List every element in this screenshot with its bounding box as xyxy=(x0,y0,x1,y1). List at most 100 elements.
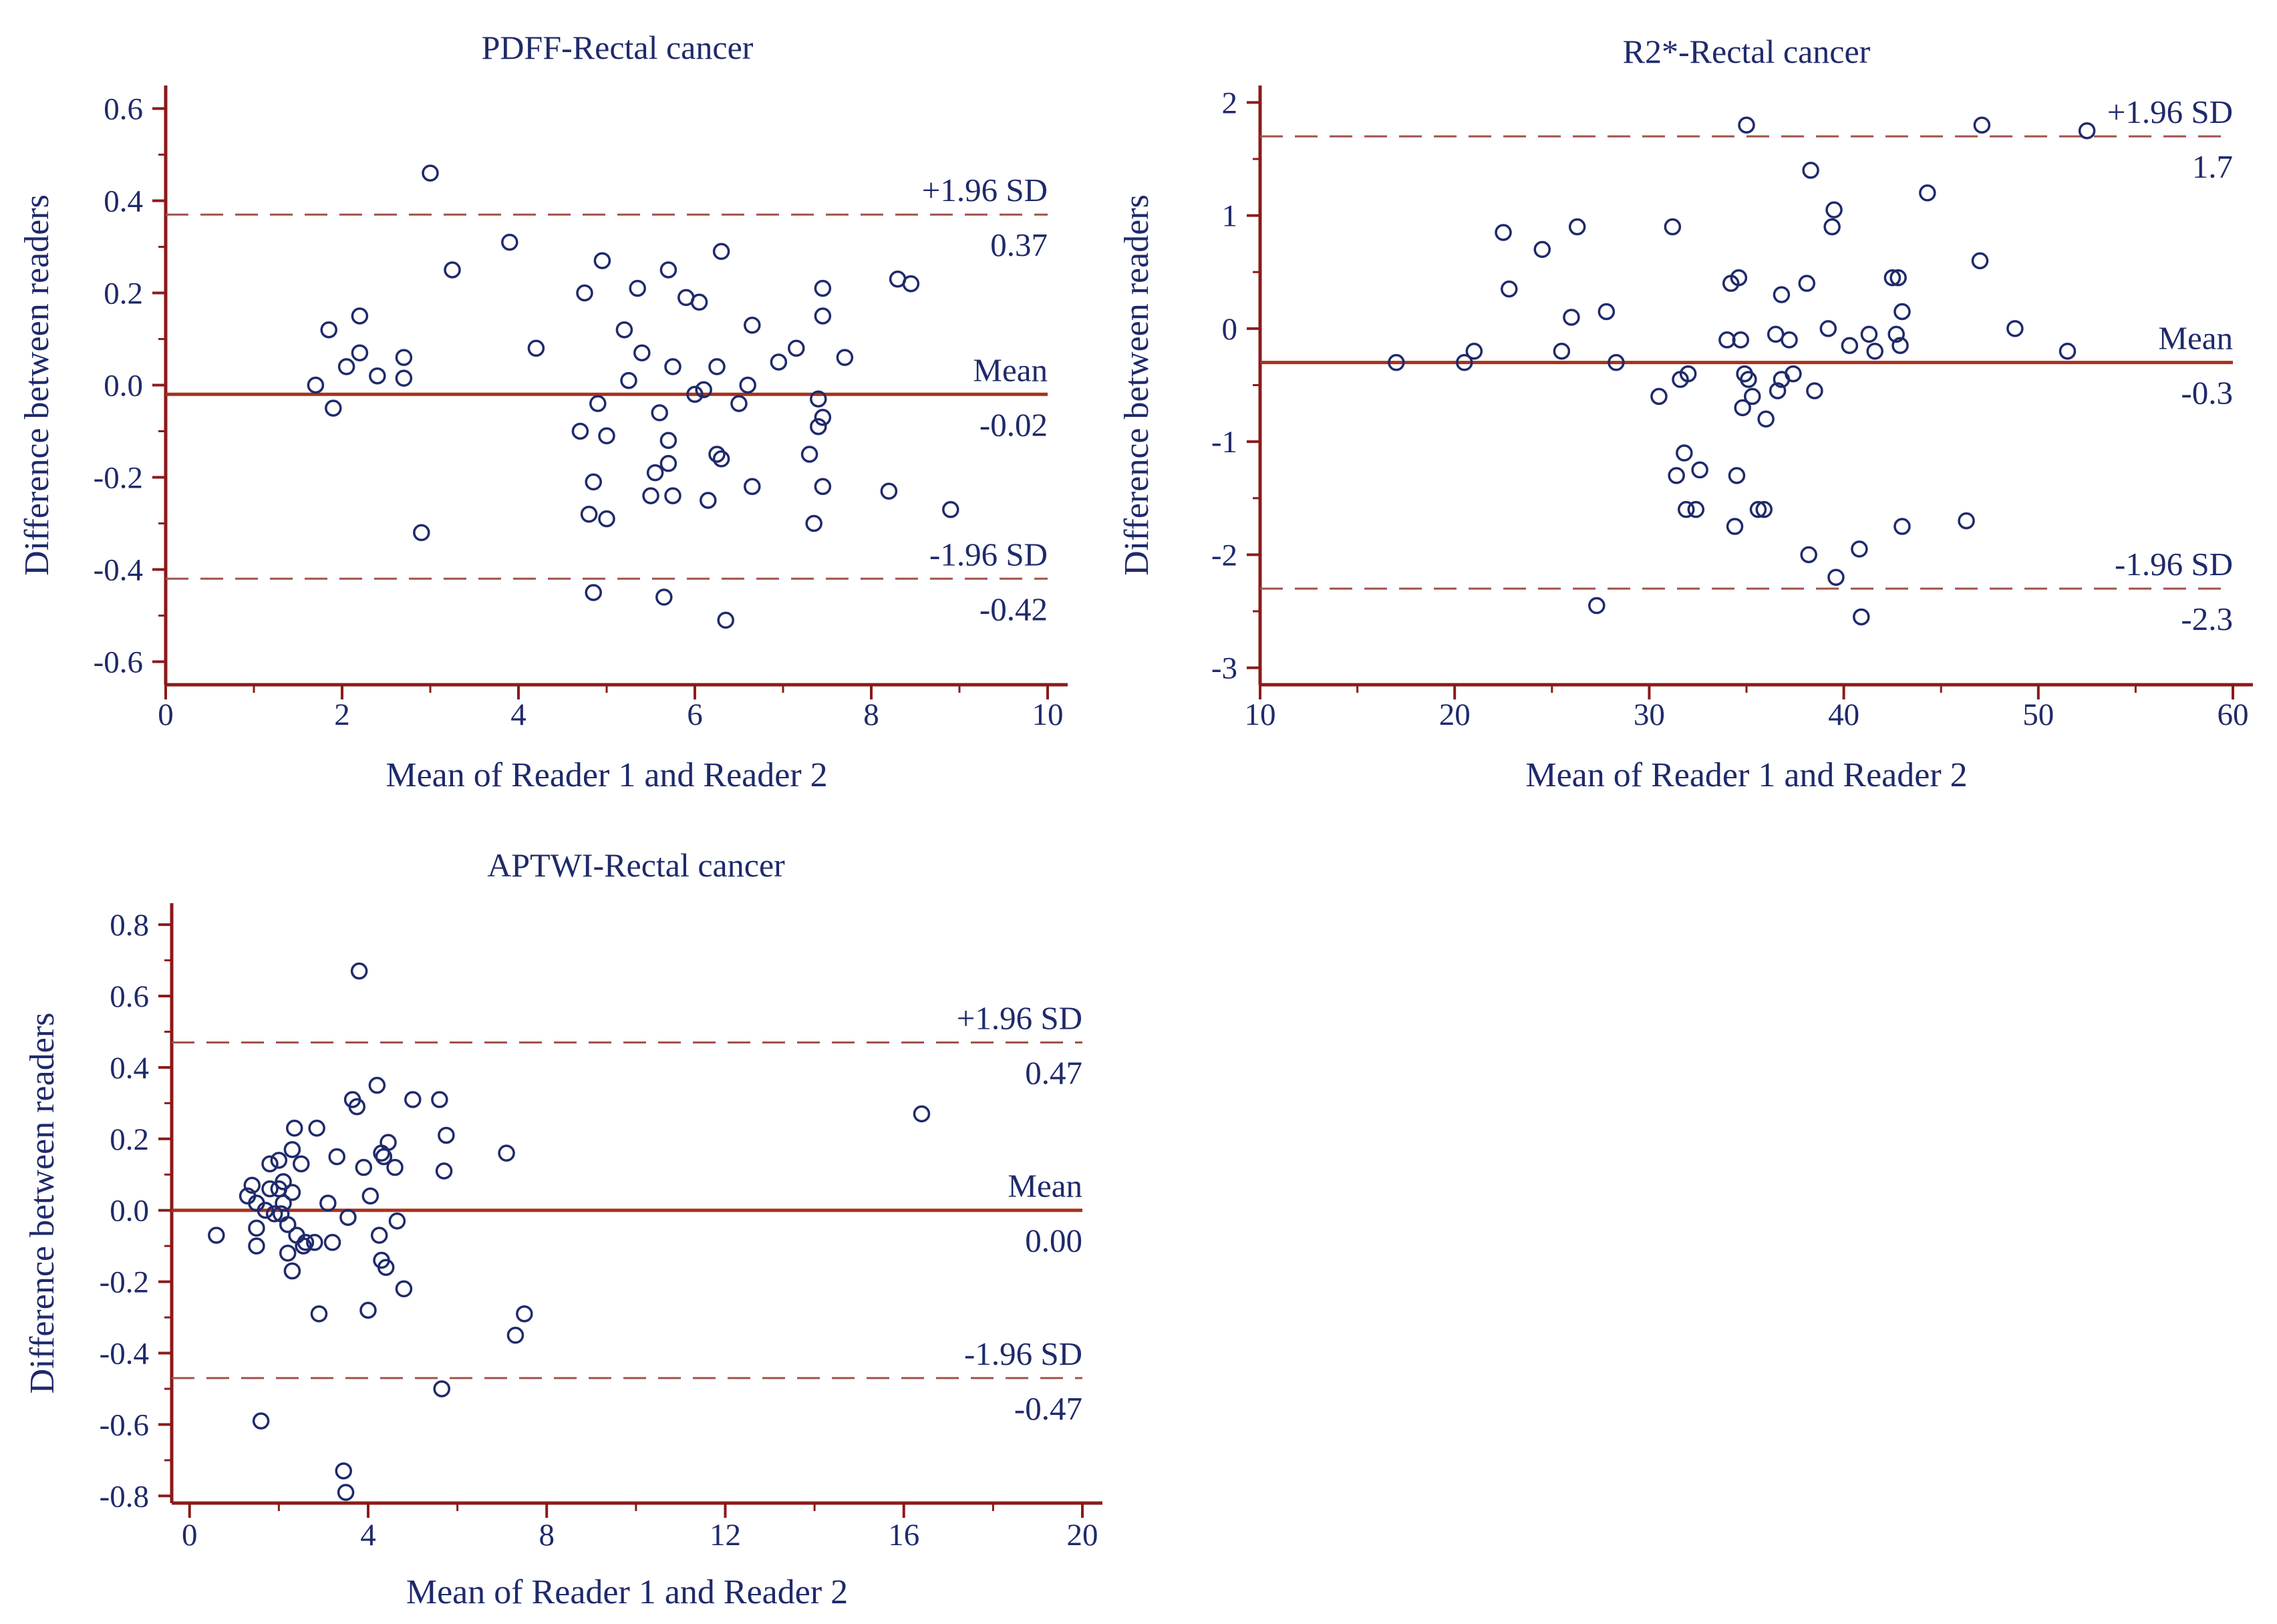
data-point xyxy=(2006,320,2024,337)
data-point xyxy=(208,1227,225,1244)
data-point xyxy=(1919,184,1936,202)
data-point xyxy=(593,252,611,269)
upper-label: +1.96 SD xyxy=(957,999,1082,1036)
data-point xyxy=(1971,252,1989,270)
data-point xyxy=(388,1212,406,1230)
data-point xyxy=(328,1148,345,1166)
data-point xyxy=(438,1126,455,1144)
data-point xyxy=(323,1234,341,1251)
y-tick-label: 0.4 xyxy=(110,1051,149,1086)
y-tick-label: -3 xyxy=(1211,651,1237,686)
lower-value: -0.42 xyxy=(979,591,1048,627)
data-point xyxy=(498,1144,515,1162)
data-point xyxy=(370,1227,388,1244)
data-point xyxy=(571,422,589,440)
data-point xyxy=(1755,500,1773,518)
data-point xyxy=(386,1158,404,1176)
data-point xyxy=(700,492,717,509)
data-point xyxy=(337,1484,355,1501)
upper-value: 0.47 xyxy=(1025,1054,1082,1091)
data-point xyxy=(598,510,615,528)
data-point xyxy=(902,275,920,293)
data-point xyxy=(359,1301,377,1319)
data-point xyxy=(252,1412,270,1430)
y-tick-label: 0.0 xyxy=(110,1194,149,1229)
x-tick-label: 10 xyxy=(1032,697,1064,732)
y-tick-label: 0.2 xyxy=(110,1122,149,1157)
data-point xyxy=(655,589,673,606)
data-point xyxy=(319,1194,337,1212)
data-point xyxy=(1798,275,1816,292)
data-point xyxy=(814,307,832,325)
upper-value: 0.37 xyxy=(990,226,1048,263)
data-point xyxy=(283,1184,301,1201)
data-point xyxy=(1883,269,1902,287)
y-tick-label: 0.4 xyxy=(104,184,143,219)
data-point xyxy=(444,261,461,279)
chart-title: PDFF-Rectal cancer xyxy=(482,29,754,66)
y-tick-label: 0.6 xyxy=(104,92,143,127)
data-point xyxy=(297,1234,315,1251)
data-point xyxy=(283,1141,301,1158)
data-point xyxy=(348,1098,366,1116)
data-point xyxy=(1608,353,1625,371)
x-tick-label: 16 xyxy=(888,1518,919,1553)
data-point xyxy=(285,1120,303,1137)
data-point xyxy=(585,473,602,491)
data-point xyxy=(1866,342,1883,360)
data-point xyxy=(659,455,677,472)
mean-value: 0.00 xyxy=(1025,1223,1082,1259)
data-point xyxy=(913,1105,931,1123)
data-point xyxy=(337,358,355,375)
data-point xyxy=(1860,325,1878,343)
data-point xyxy=(1726,518,1744,535)
data-point xyxy=(351,344,369,361)
data-point xyxy=(1757,410,1775,428)
x-tick-label: 2 xyxy=(334,697,350,732)
mean-label: Mean xyxy=(1008,1168,1082,1204)
data-point xyxy=(664,487,681,504)
data-point xyxy=(1781,331,1798,349)
upper-value: 1.7 xyxy=(2192,148,2233,185)
data-point xyxy=(686,385,704,403)
x-tick-label: 12 xyxy=(710,1518,741,1553)
data-point xyxy=(717,611,734,629)
data-point xyxy=(261,1155,279,1172)
data-point xyxy=(380,1134,397,1151)
data-point xyxy=(805,514,822,532)
data-point xyxy=(744,317,761,334)
x-tick-label: 50 xyxy=(2022,697,2054,732)
y-tick-label: -1 xyxy=(1211,425,1237,460)
data-point xyxy=(646,464,664,482)
data-point xyxy=(1588,597,1606,615)
data-point xyxy=(1664,218,1682,236)
data-point xyxy=(1738,116,1755,134)
data-point xyxy=(501,233,518,251)
data-point xyxy=(308,1120,325,1137)
data-point xyxy=(377,1259,395,1276)
data-point xyxy=(744,478,761,496)
data-point xyxy=(1893,518,1911,535)
y-tick-label: 1 xyxy=(1222,199,1238,234)
data-point xyxy=(248,1237,265,1255)
data-point xyxy=(1889,269,1907,287)
data-point xyxy=(265,1205,283,1223)
data-point xyxy=(615,321,633,339)
data-point xyxy=(261,1180,279,1198)
y-tick-label: -2 xyxy=(1211,538,1237,573)
data-point xyxy=(1806,382,1823,399)
data-point xyxy=(836,349,854,366)
data-point xyxy=(620,371,637,389)
data-point xyxy=(814,279,832,297)
mean-value: -0.3 xyxy=(2181,375,2233,412)
data-point xyxy=(642,487,659,504)
data-point xyxy=(1823,218,1841,236)
data-point xyxy=(325,399,342,417)
data-point xyxy=(270,1152,288,1169)
data-point xyxy=(1388,353,1405,371)
data-point xyxy=(422,164,439,182)
data-point xyxy=(739,376,756,394)
upper-label: +1.96 SD xyxy=(922,172,1048,208)
data-point xyxy=(1563,309,1580,326)
data-point xyxy=(368,1076,386,1094)
